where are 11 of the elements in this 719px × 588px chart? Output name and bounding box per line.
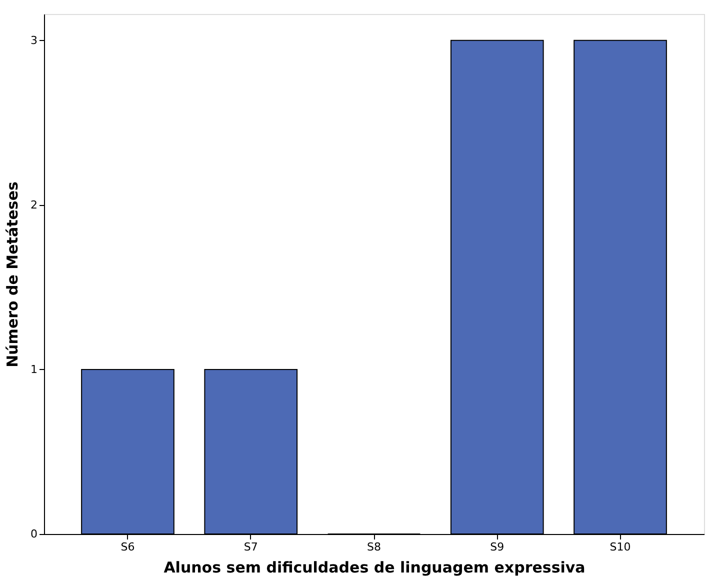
x-tick-label: S8 <box>367 540 381 554</box>
y-tick-label: 0 <box>30 528 38 540</box>
x-tick-label: S9 <box>490 540 504 554</box>
y-tick-label: 3 <box>30 34 38 47</box>
y-tick-label: 2 <box>30 198 38 212</box>
x-tick-label: S7 <box>244 540 258 554</box>
x-tick-label: S6 <box>120 540 135 554</box>
x-tick-label: S10 <box>610 540 631 554</box>
x-axis-title: Alunos sem dificuldades de linguagem expressiva <box>164 558 586 576</box>
y-tick-label: 1 <box>30 362 38 376</box>
y-axis-title: Número de Metáteses <box>4 182 22 368</box>
